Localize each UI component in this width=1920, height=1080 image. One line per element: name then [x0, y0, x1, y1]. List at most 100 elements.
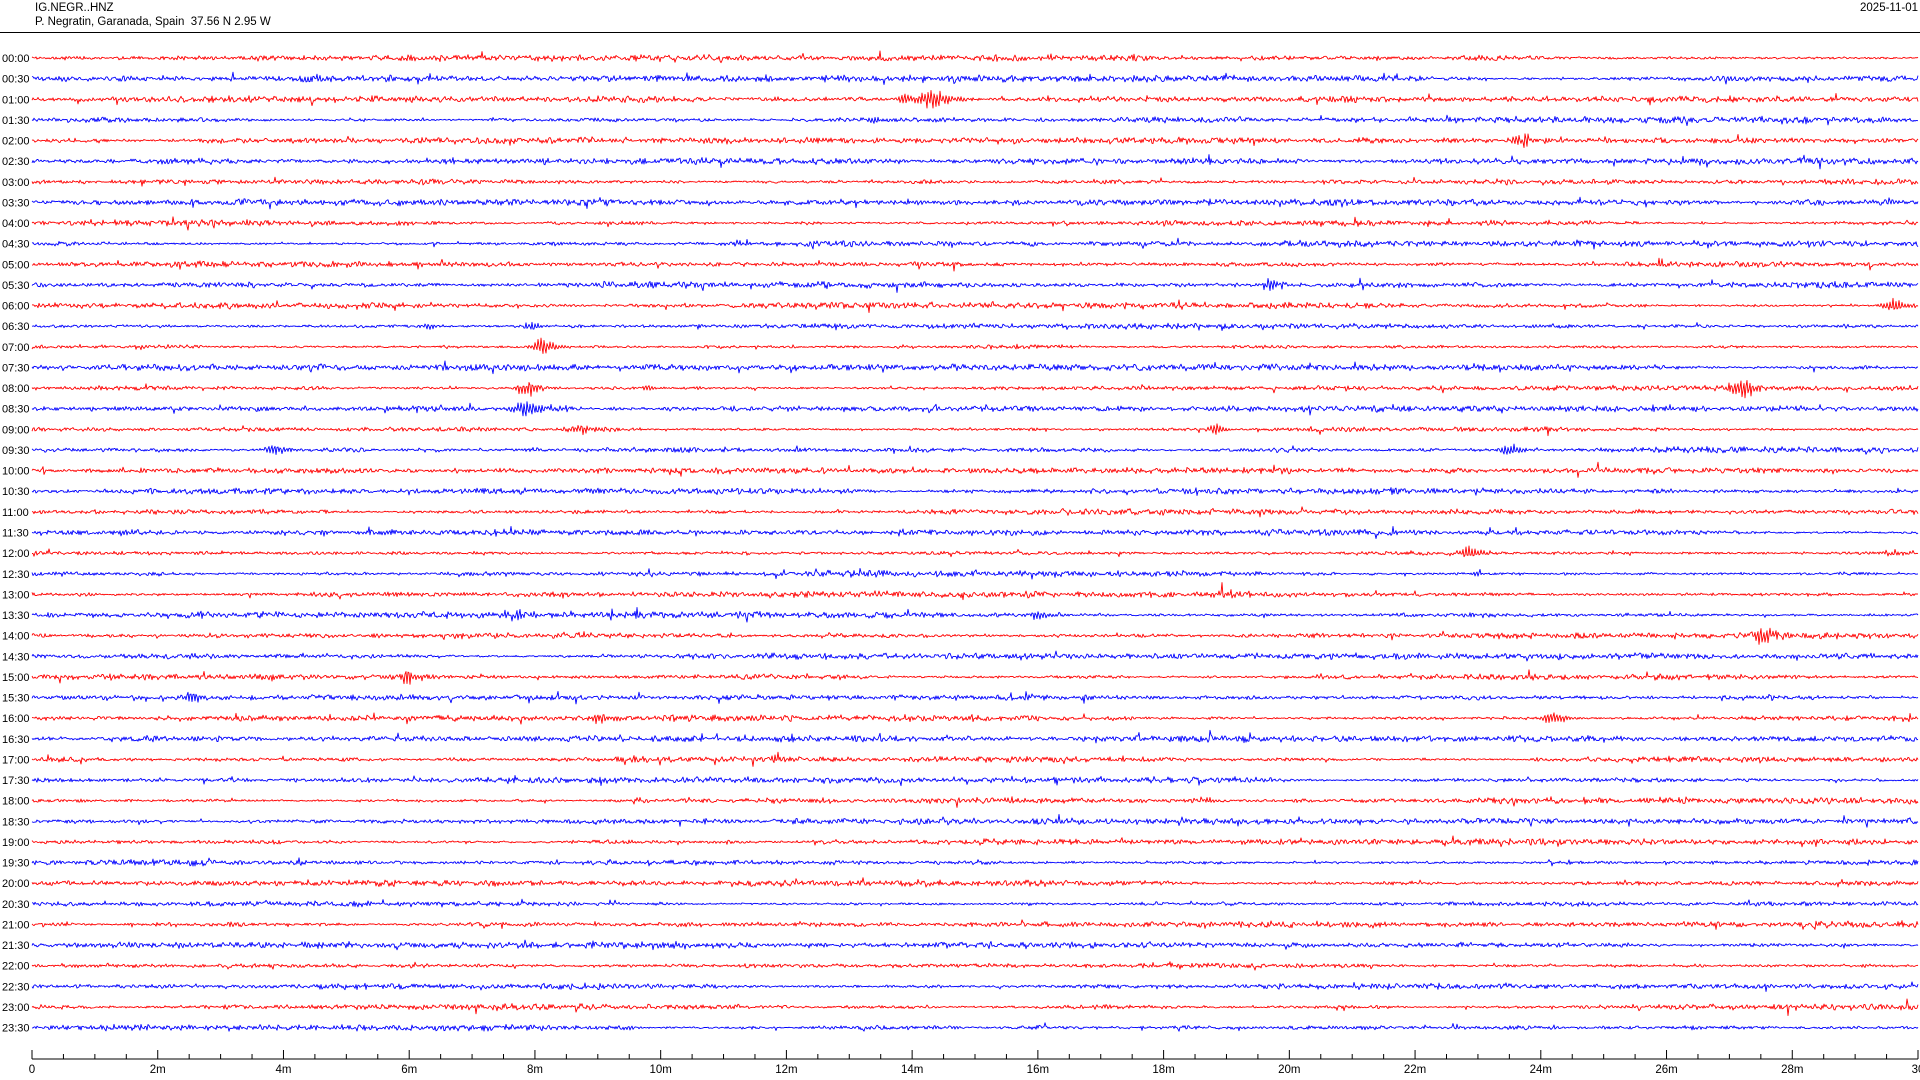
time-label-16:30: 16:30	[2, 734, 30, 746]
trace-row-03:30	[31, 196, 1919, 210]
trace-row-00:30	[31, 71, 1919, 86]
trace-row-20:30	[31, 898, 1919, 908]
time-label-04:00: 04:00	[2, 218, 30, 230]
x-axis-tick-label-20m: 20m	[1278, 1064, 1300, 1076]
time-label-16:00: 16:00	[2, 713, 30, 725]
time-label-17:00: 17:00	[2, 754, 30, 766]
time-label-03:00: 03:00	[2, 177, 30, 189]
time-label-00:30: 00:30	[2, 74, 30, 86]
time-label-17:30: 17:30	[2, 775, 30, 787]
trace-row-22:00	[31, 961, 1919, 971]
time-label-21:30: 21:30	[2, 940, 30, 952]
trace-row-07:00	[31, 337, 1919, 354]
trace-row-02:00	[31, 133, 1919, 149]
time-label-22:30: 22:30	[2, 981, 30, 993]
time-label-09:30: 09:30	[2, 445, 30, 457]
x-axis-tick-label-26m: 26m	[1655, 1064, 1677, 1076]
x-axis	[31, 1050, 1919, 1060]
x-axis-tick-label-4m: 4m	[275, 1064, 291, 1076]
time-label-11:00: 11:00	[2, 507, 29, 519]
trace-row-12:30	[31, 567, 1919, 580]
time-label-10:30: 10:30	[2, 486, 30, 498]
x-axis-tick-label-16m: 16m	[1027, 1064, 1049, 1076]
time-label-07:00: 07:00	[2, 342, 30, 354]
time-label-18:00: 18:00	[2, 796, 30, 808]
time-label-08:30: 08:30	[2, 404, 30, 416]
time-label-15:30: 15:30	[2, 693, 30, 705]
time-label-22:00: 22:00	[2, 961, 30, 973]
trace-row-10:30	[31, 487, 1919, 496]
trace-row-18:30	[31, 814, 1919, 828]
trace-row-13:30	[31, 607, 1919, 623]
time-label-00:00: 00:00	[2, 53, 30, 65]
time-label-01:00: 01:00	[2, 94, 30, 106]
time-label-21:00: 21:00	[2, 920, 30, 932]
x-axis-tick-label-6m: 6m	[401, 1064, 417, 1076]
trace-row-22:30	[31, 981, 1919, 992]
time-label-19:00: 19:00	[2, 837, 30, 849]
trace-row-10:00	[31, 461, 1919, 478]
trace-row-20:00	[31, 877, 1919, 888]
time-label-14:00: 14:00	[2, 631, 30, 643]
x-axis-tick-label-14m: 14m	[901, 1064, 923, 1076]
time-label-02:30: 02:30	[2, 156, 30, 168]
time-label-04:30: 04:30	[2, 239, 30, 251]
trace-row-06:00	[31, 297, 1919, 314]
time-label-15:00: 15:00	[2, 672, 30, 684]
trace-row-02:30	[31, 154, 1919, 170]
time-label-05:00: 05:00	[2, 259, 30, 271]
time-label-07:30: 07:30	[2, 362, 30, 374]
trace-row-01:00	[31, 90, 1919, 109]
time-label-11:30: 11:30	[2, 528, 29, 540]
trace-row-00:00	[31, 50, 1919, 64]
time-label-19:30: 19:30	[2, 858, 30, 870]
trace-row-15:30	[31, 691, 1919, 705]
trace-row-16:00	[31, 712, 1919, 725]
trace-row-14:30	[31, 650, 1919, 662]
time-label-05:30: 05:30	[2, 280, 30, 292]
x-axis-tick-label-24m: 24m	[1530, 1064, 1552, 1076]
time-label-20:00: 20:00	[2, 878, 30, 890]
trace-row-11:00	[31, 506, 1919, 518]
time-label-06:30: 06:30	[2, 321, 30, 333]
trace-row-21:30	[31, 939, 1919, 951]
trace-row-19:30	[31, 857, 1919, 867]
x-axis-tick-label-30: 30	[1912, 1064, 1920, 1076]
time-label-13:30: 13:30	[2, 610, 30, 622]
trace-row-07:30	[31, 360, 1919, 375]
trace-row-05:00	[31, 257, 1919, 272]
record-date: 2025-11-01	[1860, 2, 1918, 14]
trace-row-19:00	[31, 835, 1919, 848]
x-axis-tick-label-28m: 28m	[1781, 1064, 1803, 1076]
trace-row-17:00	[31, 751, 1919, 767]
trace-row-15:00	[31, 669, 1919, 685]
header-bar: IG.NEGR..HNZ P. Negratin, Garanada, Spai…	[0, 0, 1920, 33]
trace-row-08:00	[31, 380, 1919, 399]
time-label-02:00: 02:00	[2, 136, 30, 148]
trace-row-08:30	[31, 401, 1919, 417]
trace-row-12:00	[32, 545, 1919, 558]
trace-row-03:00	[31, 176, 1919, 187]
trace-row-04:30	[31, 237, 1919, 250]
time-label-09:00: 09:00	[2, 424, 30, 436]
trace-row-18:00	[31, 796, 1919, 808]
time-label-06:00: 06:00	[2, 301, 30, 313]
trace-row-09:00	[31, 423, 1919, 437]
trace-row-14:00	[31, 627, 1919, 645]
trace-row-11:30	[31, 525, 1919, 539]
time-label-08:00: 08:00	[2, 383, 30, 395]
time-label-13:00: 13:00	[2, 589, 30, 601]
trace-row-05:30	[31, 277, 1919, 293]
time-label-23:00: 23:00	[2, 1002, 30, 1014]
time-label-18:30: 18:30	[2, 816, 30, 828]
trace-row-13:00	[31, 582, 1919, 601]
time-label-01:30: 01:30	[2, 115, 30, 127]
x-axis-tick-label-2m: 2m	[150, 1064, 166, 1076]
time-label-14:30: 14:30	[2, 651, 30, 663]
trace-row-06:30	[31, 321, 1919, 332]
station-code: IG.NEGR..HNZ	[35, 2, 114, 14]
time-label-10:00: 10:00	[2, 466, 30, 478]
x-axis-tick-label-22m: 22m	[1404, 1064, 1426, 1076]
trace-row-16:30	[31, 729, 1919, 744]
